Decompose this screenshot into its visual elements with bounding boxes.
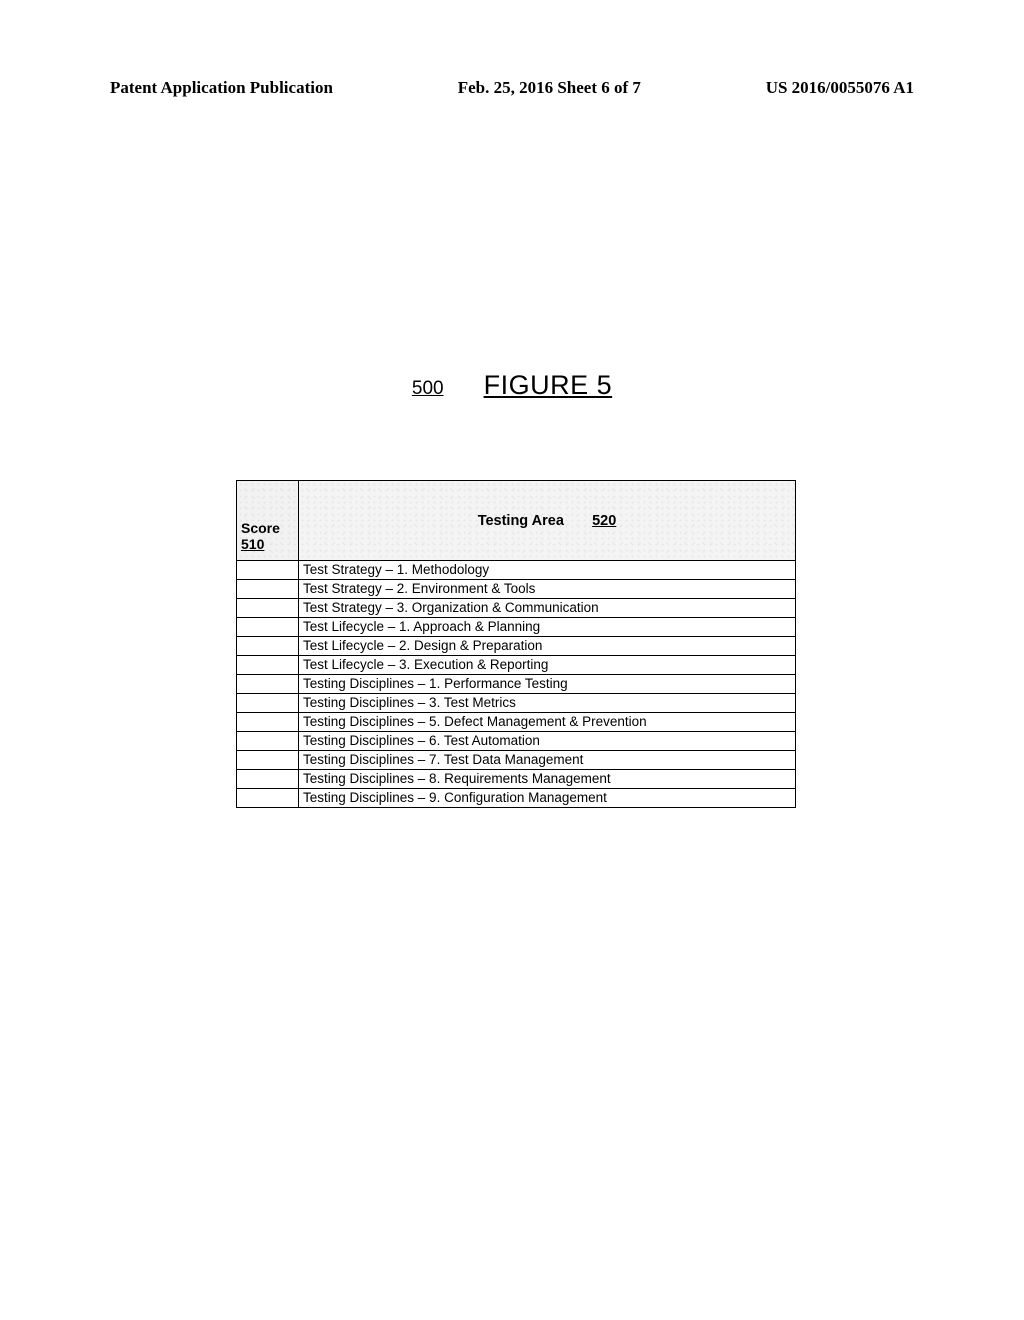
score-cell bbox=[237, 656, 299, 675]
table-row: Test Lifecycle – 3. Execution & Reportin… bbox=[237, 656, 796, 675]
table-row: Testing Disciplines – 6. Test Automation bbox=[237, 732, 796, 751]
score-cell bbox=[237, 561, 299, 580]
score-cell bbox=[237, 732, 299, 751]
score-cell bbox=[237, 694, 299, 713]
area-cell: Testing Disciplines – 9. Configuration M… bbox=[299, 789, 796, 808]
area-column-header: Testing Area 520 bbox=[299, 481, 796, 561]
table-row: Testing Disciplines – 9. Configuration M… bbox=[237, 789, 796, 808]
area-cell: Test Strategy – 1. Methodology bbox=[299, 561, 796, 580]
table-row: Test Strategy – 2. Environment & Tools bbox=[237, 580, 796, 599]
score-cell bbox=[237, 599, 299, 618]
area-cell: Testing Disciplines – 3. Test Metrics bbox=[299, 694, 796, 713]
table-row: Test Strategy – 3. Organization & Commun… bbox=[237, 599, 796, 618]
header-right: US 2016/0055076 A1 bbox=[766, 78, 914, 98]
header-left: Patent Application Publication bbox=[110, 78, 333, 98]
table-row: Testing Disciplines – 3. Test Metrics bbox=[237, 694, 796, 713]
figure-title: FIGURE 5 bbox=[484, 370, 613, 401]
page-header: Patent Application Publication Feb. 25, … bbox=[110, 78, 914, 98]
header-center: Feb. 25, 2016 Sheet 6 of 7 bbox=[458, 78, 641, 98]
figure-label: 500 FIGURE 5 bbox=[0, 370, 1024, 401]
area-cell: Test Strategy – 2. Environment & Tools bbox=[299, 580, 796, 599]
score-column-header: Score 510 bbox=[237, 481, 299, 561]
score-header-ref: 510 bbox=[241, 536, 264, 552]
score-cell bbox=[237, 637, 299, 656]
score-header-label: Score bbox=[241, 520, 280, 536]
area-cell: Test Strategy – 3. Organization & Commun… bbox=[299, 599, 796, 618]
score-cell bbox=[237, 751, 299, 770]
figure-ref-num: 500 bbox=[412, 378, 444, 400]
area-cell: Testing Disciplines – 5. Defect Manageme… bbox=[299, 713, 796, 732]
score-cell bbox=[237, 618, 299, 637]
table-row: Testing Disciplines – 5. Defect Manageme… bbox=[237, 713, 796, 732]
table-row: Testing Disciplines – 7. Test Data Manag… bbox=[237, 751, 796, 770]
area-header-ref: 520 bbox=[592, 513, 616, 529]
score-cell bbox=[237, 580, 299, 599]
table-header-row: Score 510 Testing Area 520 bbox=[237, 481, 796, 561]
area-cell: Testing Disciplines – 7. Test Data Manag… bbox=[299, 751, 796, 770]
area-cell: Test Lifecycle – 1. Approach & Planning bbox=[299, 618, 796, 637]
area-cell: Test Lifecycle – 3. Execution & Reportin… bbox=[299, 656, 796, 675]
table-row: Test Lifecycle – 2. Design & Preparation bbox=[237, 637, 796, 656]
table-row: Test Strategy – 1. Methodology bbox=[237, 561, 796, 580]
table-row: Testing Disciplines – 1. Performance Tes… bbox=[237, 675, 796, 694]
area-cell: Testing Disciplines – 6. Test Automation bbox=[299, 732, 796, 751]
area-cell: Test Lifecycle – 2. Design & Preparation bbox=[299, 637, 796, 656]
testing-area-table: Score 510 Testing Area 520 Test Strategy… bbox=[236, 480, 796, 808]
score-cell bbox=[237, 713, 299, 732]
score-cell bbox=[237, 675, 299, 694]
score-cell bbox=[237, 789, 299, 808]
testing-area-table-wrap: Score 510 Testing Area 520 Test Strategy… bbox=[236, 480, 796, 808]
area-cell: Testing Disciplines – 8. Requirements Ma… bbox=[299, 770, 796, 789]
table-row: Testing Disciplines – 8. Requirements Ma… bbox=[237, 770, 796, 789]
table-row: Test Lifecycle – 1. Approach & Planning bbox=[237, 618, 796, 637]
score-cell bbox=[237, 770, 299, 789]
area-cell: Testing Disciplines – 1. Performance Tes… bbox=[299, 675, 796, 694]
area-header-label: Testing Area bbox=[478, 513, 564, 529]
table-body: Test Strategy – 1. Methodology Test Stra… bbox=[237, 561, 796, 808]
